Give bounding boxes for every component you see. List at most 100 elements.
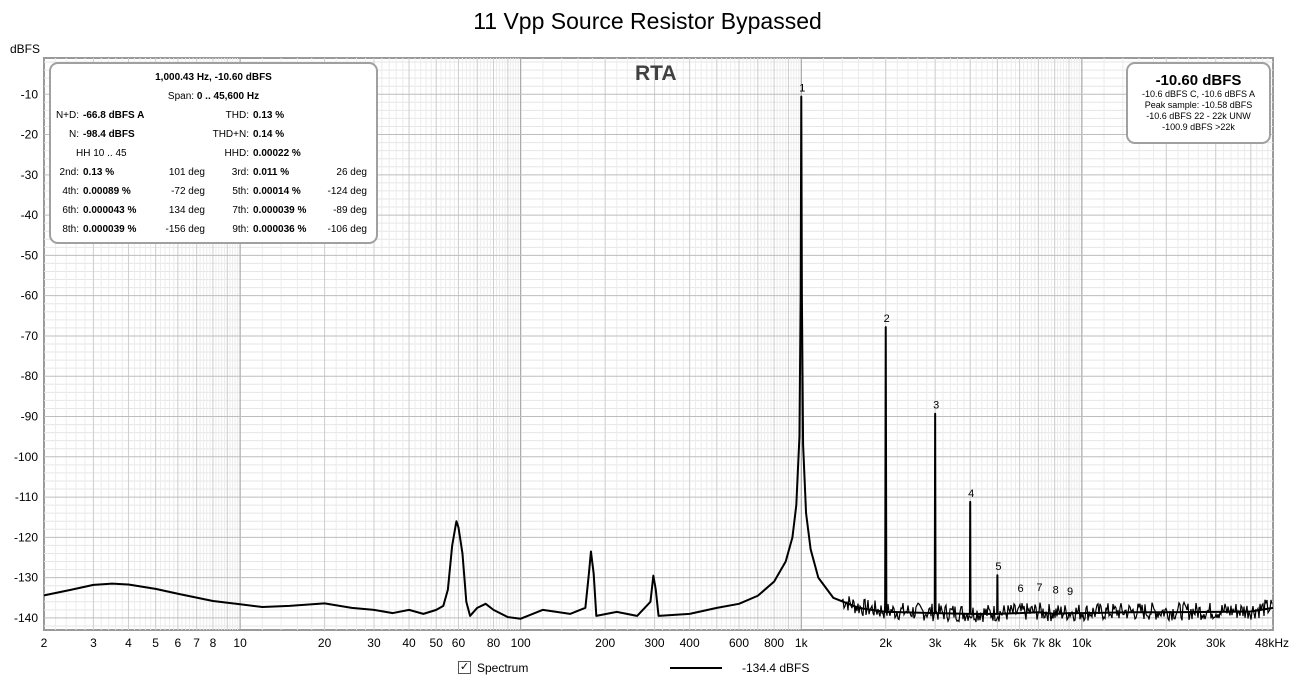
harmonic-value: 0.13 % — [83, 167, 115, 178]
x-tick-label: 60 — [452, 636, 466, 650]
harmonic-phase: -106 deg — [327, 224, 367, 235]
harmonic-phase: 134 deg — [168, 205, 205, 216]
spectrum-checkbox[interactable]: ✓ — [458, 661, 471, 674]
thd-label: THD: — [225, 110, 249, 121]
harmonic-label: 4th: — [62, 186, 79, 197]
y-tick-label: -10 — [21, 87, 39, 101]
harmonic-value: 0.000039 % — [83, 224, 137, 235]
nd-value: -66.8 dBFS A — [83, 110, 145, 121]
x-tick-label: 100 — [511, 636, 531, 650]
harmonic-value: 0.00014 % — [253, 186, 301, 197]
y-tick-label: -90 — [21, 410, 39, 424]
x-tick-label: 7 — [193, 636, 200, 650]
harmonic-phase: 101 deg — [168, 167, 205, 178]
legend-label: Spectrum — [477, 661, 529, 675]
y-tick-label: -40 — [21, 208, 39, 222]
hhd-label: HHD: — [224, 148, 249, 159]
level-weighted-line: -10.6 dBFS C, -10.6 dBFS A — [1141, 89, 1256, 99]
level-unweighted-line: -10.6 dBFS 22 - 22k UNW — [1146, 111, 1251, 121]
x-tick-label: 7k — [1032, 636, 1046, 650]
y-tick-label: -120 — [14, 530, 38, 544]
x-tick-label: 50 — [430, 636, 444, 650]
spectrum-line — [43, 95, 1274, 620]
x-tick-label: 6 — [175, 636, 182, 650]
x-tick-label: 8 — [210, 636, 217, 650]
level-meter-panel[interactable]: -10.60 dBFS -10.6 dBFS C, -10.6 dBFS A P… — [1126, 62, 1271, 144]
level-main-value: -10.60 dBFS — [1155, 72, 1242, 89]
x-tick-label: 3 — [90, 636, 97, 650]
hh-label: HH 10 .. 45 — [76, 148, 127, 159]
distortion-stats-panel[interactable]: 1,000.43 Hz, -10.60 dBFS Span: 0 .. 45,6… — [49, 62, 378, 244]
harmonic-marker-label: 5 — [995, 561, 1001, 573]
x-tick-label: 4k — [964, 636, 978, 650]
x-tick-label: 10k — [1072, 636, 1092, 650]
chart-title: 11 Vpp Source Resistor Bypassed — [473, 8, 822, 34]
x-tick-label: 8k — [1048, 636, 1062, 650]
legend-line-swatch — [670, 667, 722, 669]
span-label: Span: — [167, 91, 195, 102]
harmonic-label: 7th: — [232, 205, 249, 216]
x-tick-label: 600 — [729, 636, 749, 650]
harmonic-value: 0.000043 % — [83, 205, 137, 216]
x-tick-label: 48kHz — [1255, 636, 1289, 650]
y-tick-label: -70 — [21, 329, 39, 343]
y-tick-label: -110 — [15, 490, 38, 504]
harmonic-phase: -72 deg — [171, 186, 205, 197]
x-tick-label: 4 — [125, 636, 132, 650]
span-value: 0 .. 45,600 Hz — [196, 91, 260, 102]
harmonic-label: 2nd: — [59, 167, 79, 178]
level-above-22k-line: -100.9 dBFS >22k — [1162, 122, 1235, 132]
noise-floor-trace — [841, 596, 1273, 624]
harmonic-phase: -89 deg — [333, 205, 367, 216]
harmonic-label: 9th: — [232, 224, 249, 235]
rta-label: RTA — [635, 62, 677, 85]
fundamental-readout: 1,000.43 Hz, -10.60 dBFS — [155, 72, 272, 83]
y-tick-label: -130 — [14, 571, 38, 585]
hhd-value: 0.00022 % — [253, 148, 301, 159]
harmonic-marker-label: 8 — [1053, 585, 1059, 597]
harmonic-phase: -156 deg — [165, 224, 205, 235]
thdn-label: THD+N: — [212, 129, 249, 140]
x-tick-label: 3k — [929, 636, 943, 650]
y-tick-label: -50 — [21, 248, 39, 262]
y-tick-label: -30 — [21, 168, 39, 182]
harmonic-marker-label: 2 — [884, 313, 890, 325]
harmonic-value: 0.00089 % — [83, 186, 131, 197]
y-tick-label: -80 — [21, 369, 39, 383]
harmonic-marker-label: 4 — [968, 488, 974, 500]
n-label: N: — [69, 129, 79, 140]
y-axis-label: dBFS — [10, 42, 40, 56]
level-peak-line: Peak sample: -10.58 dBFS — [1144, 100, 1253, 110]
legend-value: -134.4 dBFS — [742, 661, 810, 675]
x-tick-label: 40 — [402, 636, 416, 650]
x-tick-label: 800 — [764, 636, 784, 650]
x-tick-label: 20k — [1157, 636, 1177, 650]
harmonic-phase: -124 deg — [327, 186, 367, 197]
y-tick-label: -100 — [14, 450, 38, 464]
y-tick-label: -20 — [21, 128, 39, 142]
harmonic-phase: 26 deg — [336, 167, 367, 178]
harmonic-marker-label: 7 — [1036, 582, 1042, 594]
x-tick-label: 1k — [795, 636, 809, 650]
x-tick-label: 5 — [152, 636, 159, 650]
x-tick-label: 400 — [680, 636, 700, 650]
x-tick-label: 30k — [1206, 636, 1226, 650]
harmonic-label: 3rd: — [231, 167, 249, 178]
harmonic-value: 0.000036 % — [253, 224, 307, 235]
x-tick-label: 200 — [595, 636, 615, 650]
x-tick-label: 2k — [879, 636, 893, 650]
harmonic-value: 0.011 % — [253, 167, 290, 178]
x-tick-label: 5k — [991, 636, 1005, 650]
x-tick-label: 6k — [1013, 636, 1027, 650]
harmonic-marker-label: 3 — [933, 400, 939, 412]
harmonic-marker-label: 9 — [1067, 586, 1073, 598]
x-tick-label: 80 — [487, 636, 501, 650]
x-tick-label: 20 — [318, 636, 332, 650]
nd-label: N+D: — [55, 110, 79, 121]
y-tick-label: -140 — [14, 611, 38, 625]
y-tick-label: -60 — [21, 289, 39, 303]
harmonic-marker-label: 1 — [799, 83, 805, 95]
thdn-value: 0.14 % — [253, 129, 285, 140]
harmonic-value: 0.000039 % — [253, 205, 307, 216]
harmonic-label: 5th: — [232, 186, 249, 197]
